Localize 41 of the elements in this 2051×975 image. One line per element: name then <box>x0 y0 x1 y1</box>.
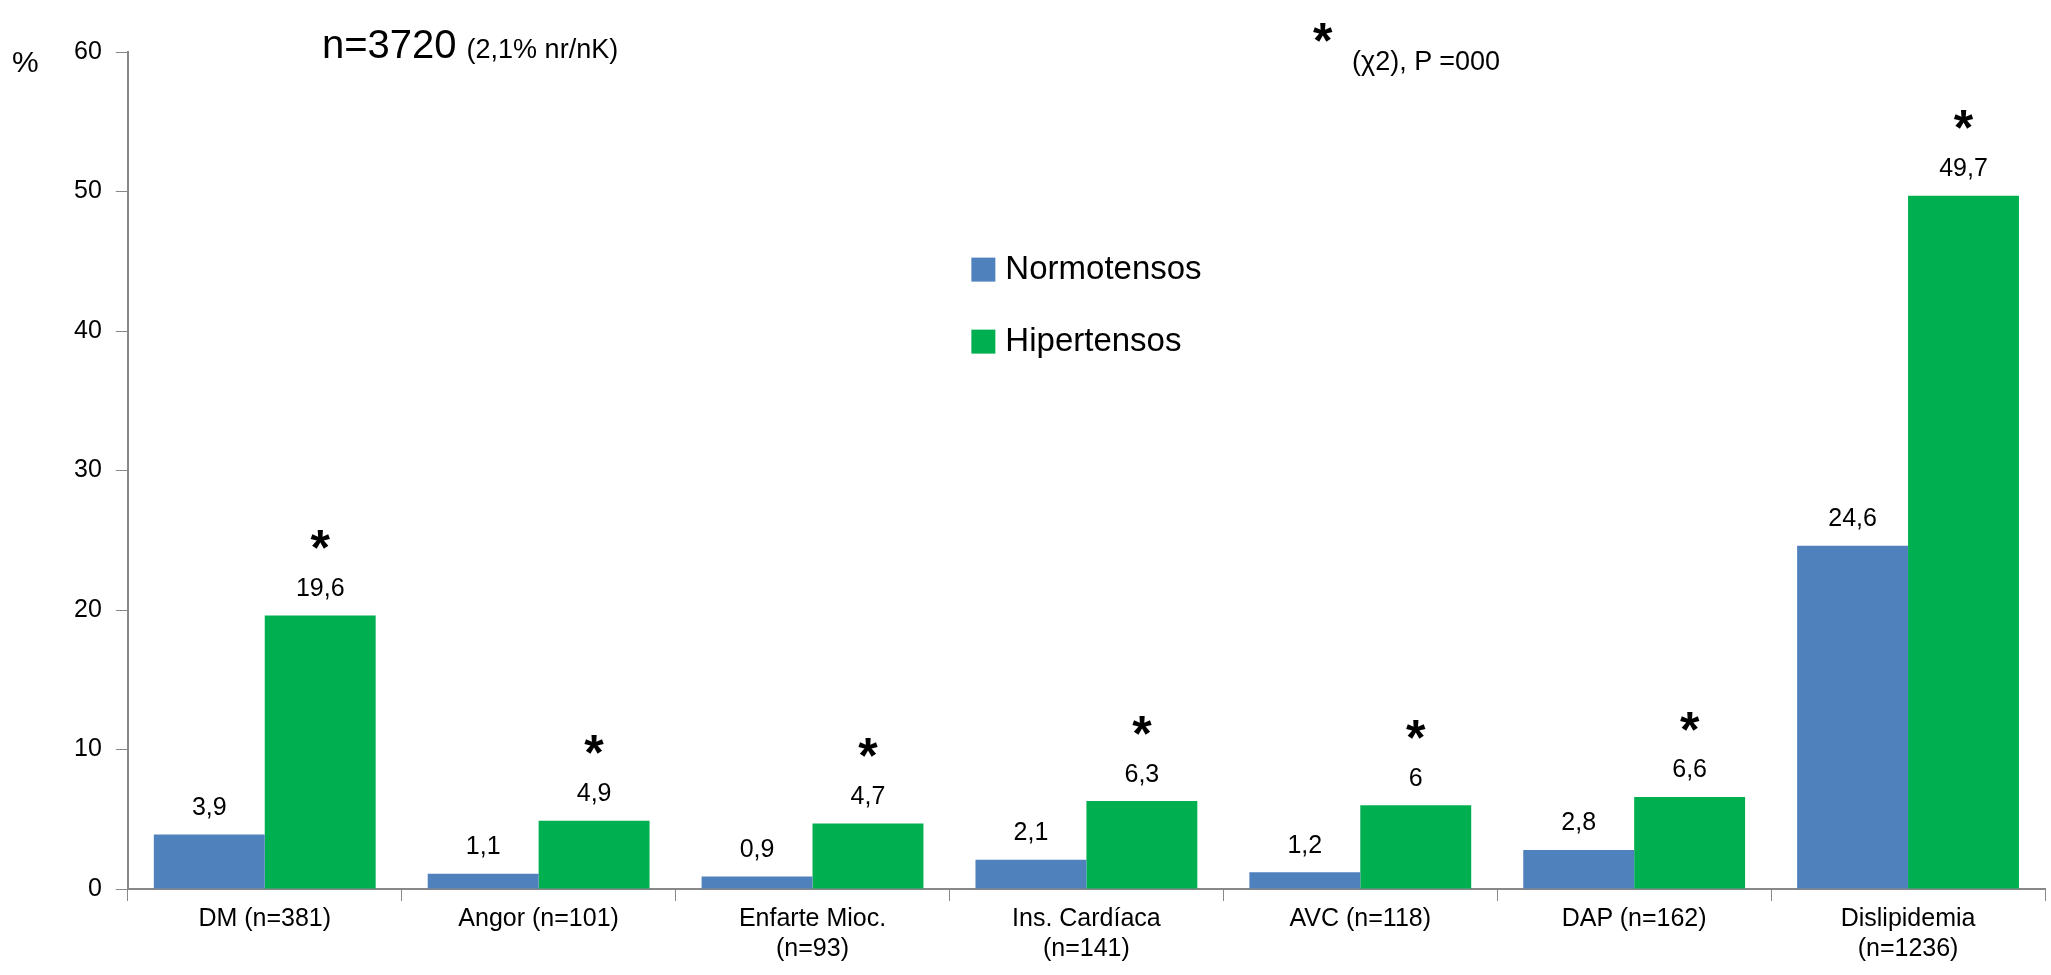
bar <box>264 615 376 889</box>
y-tick-label: 0 <box>87 872 102 901</box>
bar <box>1360 805 1472 889</box>
x-tick-label: DAP (n=162) <box>1561 902 1707 931</box>
y-tick-label: 50 <box>74 175 102 204</box>
bar <box>1797 545 1909 889</box>
x-tick-label: DM (n=381) <box>198 902 332 931</box>
bar <box>153 834 265 889</box>
bar <box>812 823 924 889</box>
data-label: 1,1 <box>465 831 501 860</box>
x-tick-label: AVC (n=118) <box>1289 902 1432 931</box>
bar <box>538 820 650 889</box>
bar <box>1634 796 1746 889</box>
data-label: 0,9 <box>739 833 775 862</box>
y-tick-label: 60 <box>74 35 102 64</box>
bar <box>1908 195 2019 889</box>
bar <box>701 876 813 889</box>
bar <box>1523 849 1635 889</box>
legend-label: Hipertensos <box>1005 320 1182 358</box>
data-label: 1,2 <box>1287 829 1323 858</box>
y-tick-label: 30 <box>74 454 102 483</box>
data-label: 3,9 <box>191 791 227 820</box>
y-axis-title: % <box>12 45 39 78</box>
bar <box>427 873 539 889</box>
x-tick-label: Dislipidemia (n=1236) <box>1840 902 1976 961</box>
bar <box>975 859 1087 889</box>
data-label: 2,8 <box>1561 807 1597 836</box>
annotation: * (χ2), P =000 <box>1313 13 1501 76</box>
y-tick-label: 10 <box>74 733 102 762</box>
x-tick-label: Angor (n=101) <box>458 902 619 931</box>
bar <box>1249 872 1361 889</box>
bar <box>1086 801 1198 889</box>
y-tick-label: 40 <box>74 314 102 343</box>
x-tick-label: Ins. Cardíaca (n=141) <box>1012 902 1161 961</box>
legend-label: Normotensos <box>1005 248 1202 286</box>
x-tick-label: Enfarte Mioc. (n=93) <box>738 902 887 961</box>
chart-subtitle: (2,1% nr/nK) <box>466 34 619 64</box>
y-tick-label: 20 <box>74 593 102 622</box>
chart-title: n=3720 <box>322 22 457 66</box>
data-label: 24,6 <box>1828 503 1877 532</box>
data-label: 2,1 <box>1013 817 1049 846</box>
